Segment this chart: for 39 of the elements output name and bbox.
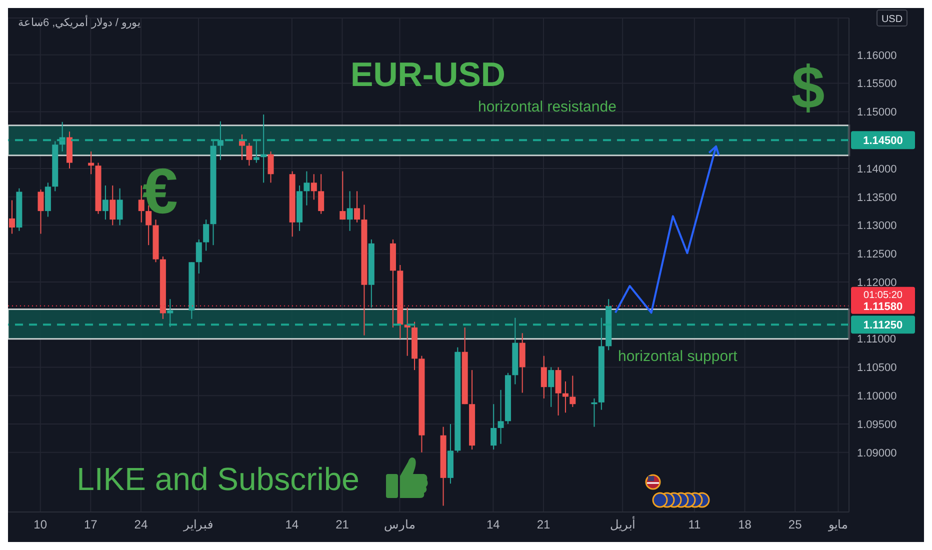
y-tick-label: 1.12500 [857,248,897,261]
y-tick-label: 1.09000 [857,447,897,460]
y-tick-label: 1.15000 [857,106,897,119]
x-tick-label: 17 [84,518,98,532]
text: 01:05:20 [864,290,903,301]
x-tick-label: 21 [336,518,350,532]
x-tick-label: مايو [828,518,848,532]
y-tick-label: 1.14000 [857,163,897,176]
x-tick-label: فبراير [182,518,214,532]
annotation: $ [791,54,825,121]
y-tick-label: 1.10000 [857,390,897,403]
y-tick-label: 1.09500 [857,418,897,431]
x-tick-label: 14 [486,518,500,532]
chart-subtitle: يورو / دولار أمريكي, 6ساعة [18,15,140,29]
x-tick-label: 21 [536,518,551,532]
band-label: horizontal support [618,348,738,365]
y-tick-label: 1.12000 [857,276,897,289]
y-tick-label: 1.15500 [857,78,897,90]
y-tick-label: 1.16000 [857,50,897,62]
x-tick-label: 11 [688,518,702,532]
y-tick-label: 1.11000 [857,334,896,346]
x-tick-label: 24 [134,518,148,532]
y-tick-label: 1.13000 [857,220,897,232]
annotation: € [142,155,178,227]
x-tick-label: مارس [384,518,416,532]
x-tick-label: أبريل [610,516,636,532]
ref-line-label: 1.11580 [863,300,903,313]
ref-line-label: 1.11250 [863,320,903,332]
x-tick-label: 18 [738,518,752,532]
x-tick-label: 25 [788,518,802,532]
x-tick-label: 10 [34,518,48,532]
text: EUR-USD [350,56,506,94]
y-tick-label: 1.13500 [857,192,897,204]
y-tick-label: 1.10500 [857,362,897,374]
text: USD [881,14,903,25]
annotation: LIKE and Subscribe [76,461,360,497]
ref-line-label: 1.14500 [863,135,903,148]
band-label: horizontal resistande [478,98,616,116]
x-tick-label: 14 [285,518,299,532]
